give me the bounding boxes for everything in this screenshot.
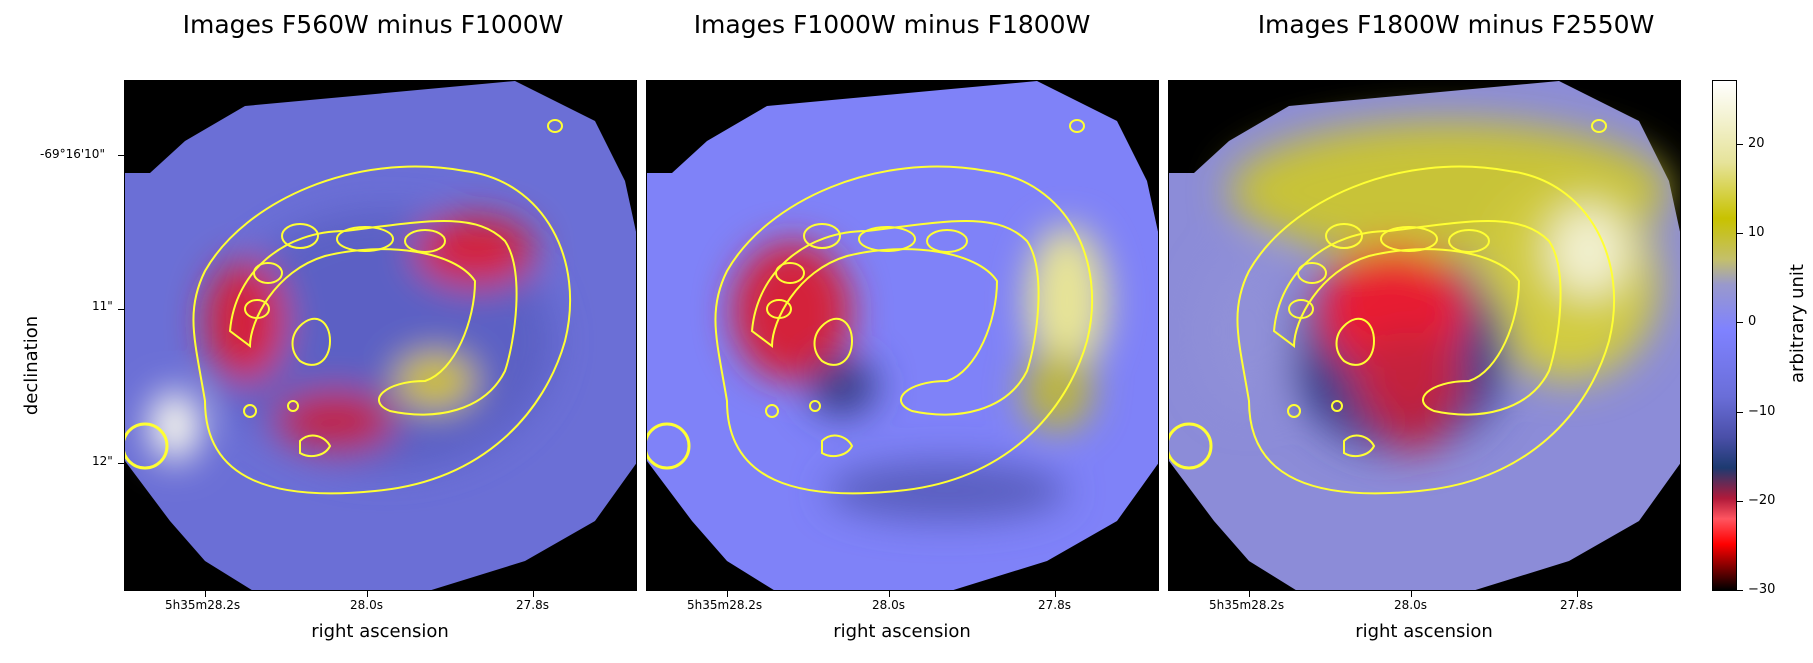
y-axis-label: declination (21, 315, 43, 416)
x-tick-label-p2-2: 28.0s (872, 598, 905, 612)
image-panel-1 (124, 80, 637, 591)
x-tick-label-p1-2: 28.0s (350, 598, 383, 612)
x-tick-label-p3-3: 27.8s (1560, 598, 1593, 612)
colorbar-tick-2 (1737, 233, 1743, 234)
colorbar-tick-label-5: −20 (1748, 493, 1776, 508)
y-tick-mark-3 (118, 463, 124, 464)
x-tick-mark-p2-2 (889, 591, 890, 597)
x-tick-mark-p1-2 (367, 591, 368, 597)
x-tick-mark-p3-1 (1249, 591, 1250, 597)
y-tick-label-3: 12" (92, 454, 113, 468)
x-tick-label-p1-1: 5h35m28.2s (165, 598, 241, 612)
colorbar-tick-4 (1737, 412, 1743, 413)
panel-1-title: Images F560W minus F1000W (182, 10, 564, 39)
x-tick-mark-p1-1 (205, 591, 206, 597)
colorbar-tick-6 (1737, 590, 1743, 591)
image-panel-2 (646, 80, 1159, 591)
x-axis-label-2: right ascension (833, 621, 971, 642)
x-tick-label-p2-1: 5h35m28.2s (687, 598, 763, 612)
x-tick-label-p3-1: 5h35m28.2s (1209, 598, 1285, 612)
x-axis-label-3: right ascension (1355, 621, 1493, 642)
x-tick-mark-p3-3 (1577, 591, 1578, 597)
x-tick-mark-p3-2 (1411, 591, 1412, 597)
colorbar-axis-label: arbitrary unit (1787, 264, 1808, 383)
colorbar-tick-3 (1737, 322, 1743, 323)
image-panel-3 (1168, 80, 1681, 591)
x-tick-mark-p2-1 (727, 591, 728, 597)
x-tick-label-p1-3: 27.8s (516, 598, 549, 612)
colorbar-tick-label-3: 0 (1748, 314, 1757, 329)
y-tick-label-1: -69°16'10" (40, 147, 105, 161)
colorbar-tick-label-1: 20 (1748, 136, 1765, 151)
y-tick-mark-1 (118, 155, 124, 156)
colorbar-tick-label-4: −10 (1748, 404, 1776, 419)
x-tick-mark-p1-3 (533, 591, 534, 597)
x-tick-mark-p2-3 (1055, 591, 1056, 597)
panel-3-title: Images F1800W minus F2550W (1257, 10, 1655, 39)
colorbar-tick-1 (1737, 144, 1743, 145)
colorbar-tick-label-6: −30 (1748, 582, 1776, 597)
x-tick-label-p3-2: 28.0s (1394, 598, 1427, 612)
panel-2-title: Images F1000W minus F1800W (693, 10, 1091, 39)
colorbar-tick-label-2: 10 (1748, 225, 1765, 240)
x-axis-label-1: right ascension (311, 621, 449, 642)
x-tick-label-p2-3: 27.8s (1038, 598, 1071, 612)
colorbar (1712, 80, 1737, 591)
colorbar-tick-5 (1737, 501, 1743, 502)
y-tick-label-2: 11" (92, 299, 113, 313)
y-tick-mark-2 (118, 309, 124, 310)
